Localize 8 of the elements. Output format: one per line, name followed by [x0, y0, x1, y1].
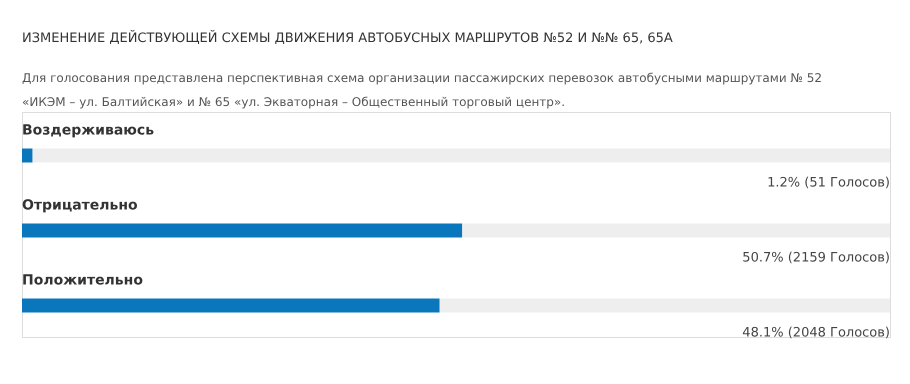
data-label: 50.7% (2159 Голосов): [742, 250, 890, 266]
data-label: 48.1% (2048 Голосов): [742, 326, 890, 340]
data-label: 1.2% (51 Голосов): [767, 176, 890, 190]
y-tick-label: Отрицательно: [22, 198, 138, 214]
y-tick-label: Положительно: [22, 272, 144, 288]
chart-subtitle: Для голосования представлена перспективная схема организации пассажирских перевозок автобусными маршрутами № 52 «ИКЭМ – ул. Балтийская» и № 65 «ул. Экваторная – Общественный торговый центр».: [22, 71, 822, 109]
chart-title: ИЗМЕНЕНИЕ ДЕЙСТВУЮЩЕЙ СХЕМЫ ДВИЖЕНИЯ АВТОБУСНЫХ МАРШРУТОВ №52 И №№ 65, 65А: [22, 29, 673, 46]
y-tick-label: Воздерживаюсь: [22, 122, 154, 138]
